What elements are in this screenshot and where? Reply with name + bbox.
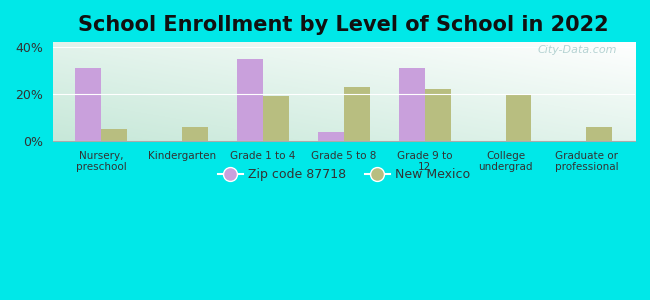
Legend: Zip code 87718, New Mexico: Zip code 87718, New Mexico — [213, 164, 474, 186]
Bar — [424, 89, 450, 141]
Bar — [586, 127, 612, 141]
Bar — [506, 94, 532, 141]
Bar — [318, 132, 344, 141]
Bar — [182, 127, 208, 141]
Bar — [399, 68, 424, 141]
Text: City-Data.com: City-Data.com — [538, 45, 617, 55]
Bar — [263, 96, 289, 141]
Bar — [237, 58, 263, 141]
Bar — [75, 68, 101, 141]
Bar — [344, 87, 370, 141]
Title: School Enrollment by Level of School in 2022: School Enrollment by Level of School in … — [79, 15, 609, 35]
Bar — [101, 129, 127, 141]
